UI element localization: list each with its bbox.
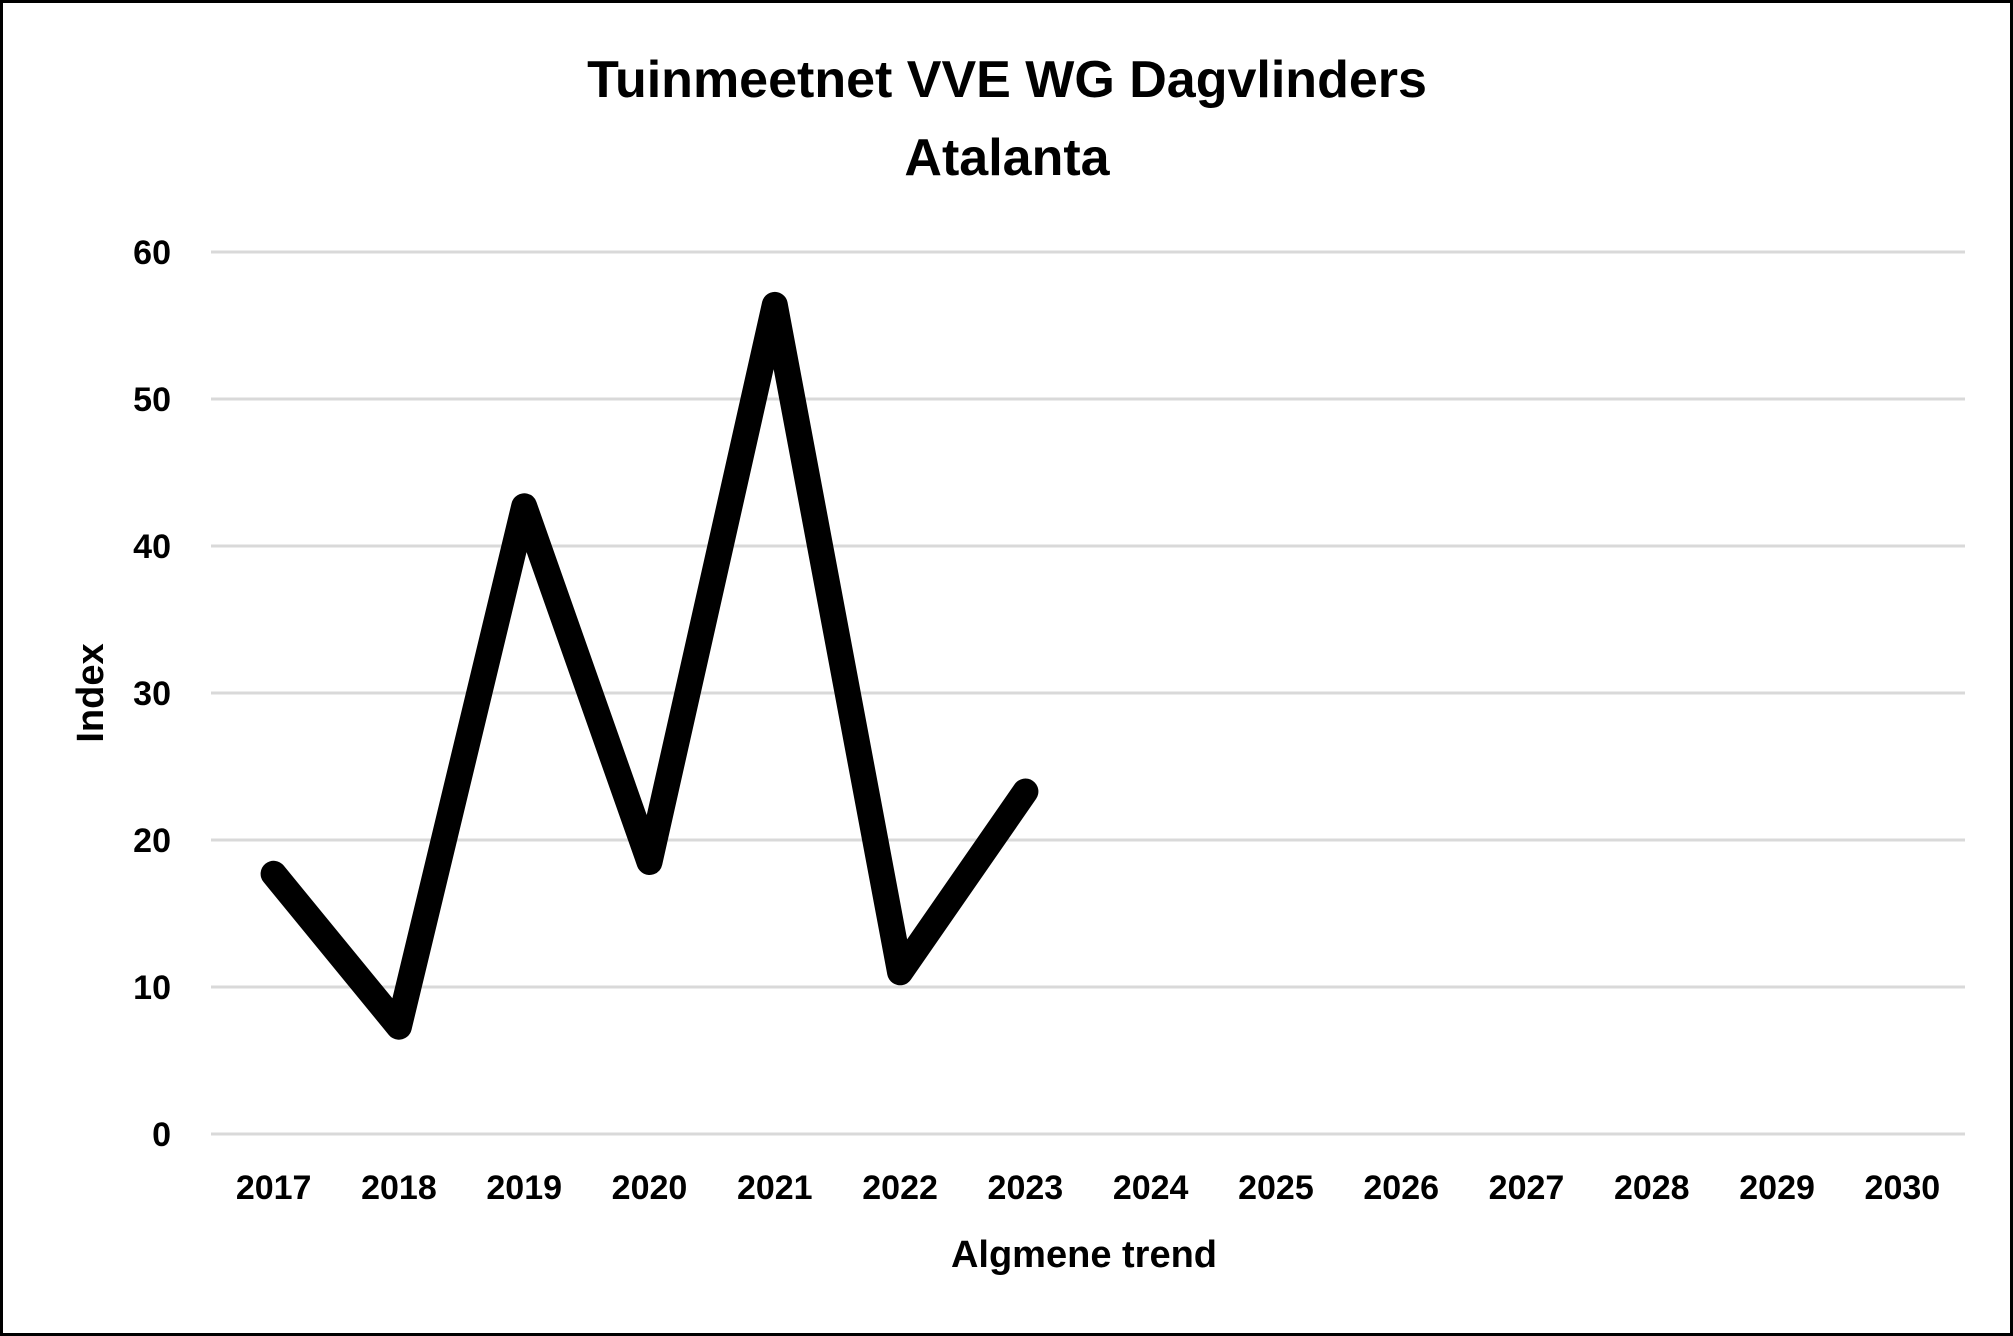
data-point-2018 — [397, 1025, 400, 1028]
data-point-2021 — [773, 303, 776, 306]
y-tick-label-40: 40 — [133, 528, 171, 566]
data-point-2023 — [1024, 790, 1027, 793]
line-chart: Tuinmeetnet VVE WG Dagvlinders Atalanta … — [70, 51, 1965, 1276]
data-point-2019 — [523, 505, 526, 508]
x-tick-label-2030: 2030 — [1865, 1169, 1941, 1207]
x-axis-label: Algmene trend — [951, 1234, 1217, 1276]
data-point-2017 — [272, 872, 275, 875]
x-tick-label-2018: 2018 — [361, 1169, 437, 1207]
y-tick-label-20: 20 — [133, 822, 171, 860]
x-tick-label-2025: 2025 — [1238, 1169, 1314, 1207]
series-line-0 — [260, 291, 1039, 1040]
series-layer — [260, 291, 1039, 1040]
x-tick-label-2026: 2026 — [1363, 1169, 1439, 1207]
x-tick-label-2020: 2020 — [612, 1169, 688, 1207]
chart-subtitle: Atalanta — [904, 129, 1110, 187]
y-tick-label-0: 0 — [152, 1116, 171, 1154]
y-axis-ticks: 0 10 20 30 40 50 60 — [133, 234, 171, 1154]
y-axis-label: Index — [70, 643, 112, 742]
x-tick-label-2029: 2029 — [1739, 1169, 1815, 1207]
x-tick-label-2019: 2019 — [486, 1169, 562, 1207]
chart-title: Tuinmeetnet VVE WG Dagvlinders — [587, 51, 1427, 109]
x-tick-label-2028: 2028 — [1614, 1169, 1690, 1207]
y-tick-label-10: 10 — [133, 969, 171, 1007]
x-tick-label-2024: 2024 — [1113, 1169, 1189, 1207]
y-tick-label-50: 50 — [133, 381, 171, 419]
y-tick-label-60: 60 — [133, 234, 171, 272]
x-tick-label-2022: 2022 — [862, 1169, 938, 1207]
x-tick-label-2027: 2027 — [1489, 1169, 1565, 1207]
data-point-2022 — [899, 971, 902, 974]
x-tick-label-2017: 2017 — [236, 1169, 312, 1207]
data-point-2020 — [648, 861, 651, 864]
x-axis-ticks: 2017 2018 2019 2020 2021 2022 2023 2024 2025 2026… — [236, 1169, 1940, 1207]
x-tick-label-2023: 2023 — [988, 1169, 1064, 1207]
x-tick-label-2021: 2021 — [737, 1169, 813, 1207]
y-tick-label-30: 30 — [133, 675, 171, 713]
